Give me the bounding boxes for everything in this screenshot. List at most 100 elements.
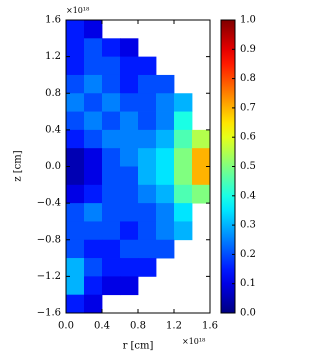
heat-cell — [192, 129, 211, 149]
heat-cell — [156, 166, 175, 186]
y-tick-label: −0.8 — [37, 234, 61, 245]
heat-cell — [120, 166, 139, 186]
heat-cell — [84, 203, 103, 222]
heat-cell — [120, 221, 139, 241]
heat-cell — [120, 258, 139, 277]
heat-cell — [84, 56, 103, 76]
heat-cell — [120, 93, 139, 112]
colorbar-tick-label: 0.4 — [240, 190, 256, 201]
colorbar-tick-label: 0.3 — [240, 220, 256, 231]
y-tick-label: 1.2 — [45, 51, 61, 62]
heat-cell — [102, 129, 121, 149]
heat-cell — [174, 203, 193, 222]
heat-cell — [66, 111, 85, 131]
y-tick-label: 0.4 — [45, 124, 61, 135]
heat-cell — [138, 184, 157, 204]
x-tick-label: 0.8 — [130, 321, 146, 332]
heat-cell — [84, 129, 103, 149]
heat-cell — [138, 74, 157, 94]
heat-cell — [156, 129, 175, 149]
heat-cell — [84, 93, 103, 112]
heat-cell — [102, 184, 121, 204]
heat-cell — [156, 239, 175, 259]
heat-cell — [102, 74, 121, 94]
heat-cell — [120, 129, 139, 149]
heat-cell — [84, 239, 103, 259]
chart: ×10¹⁸ ×10¹⁸ r [cm] z [cm] 0.0 0.4 0.8 1.2 1.… — [13, 6, 256, 352]
y-tick-label: −1.2 — [37, 271, 61, 282]
heat-cell — [66, 294, 85, 314]
heat-cell — [138, 148, 157, 167]
heat-cell — [66, 276, 85, 296]
heat-cell — [138, 258, 157, 277]
heat-cell — [138, 111, 157, 131]
heat-cell — [84, 184, 103, 204]
heat-cell — [174, 129, 193, 149]
heat-cell — [102, 239, 121, 259]
heat-cell — [120, 184, 139, 204]
heat-cell — [192, 166, 211, 186]
colorbar-tick-label: 0.9 — [240, 44, 256, 55]
heat-cell — [192, 148, 211, 167]
heat-cell — [174, 111, 193, 131]
colorbar-tick-label: 0.5 — [240, 161, 256, 172]
heat-cell — [156, 74, 175, 94]
heat-cell — [84, 38, 103, 58]
heat-cell — [120, 148, 139, 167]
heat-cell — [66, 221, 85, 241]
heat-cell — [84, 166, 103, 186]
x-offset-label: ×10¹⁸ — [66, 6, 89, 15]
heat-cell — [66, 148, 85, 167]
heat-cell — [66, 56, 85, 76]
heat-cell — [66, 20, 85, 39]
heat-cell — [120, 56, 139, 76]
heat-cell — [156, 111, 175, 131]
heat-cell — [84, 221, 103, 241]
colorbar-tick-label: 0.0 — [240, 308, 256, 319]
colorbar-tick-label: 0.8 — [240, 73, 256, 84]
x-tick-label: 0.0 — [58, 321, 74, 332]
heat-cell — [102, 166, 121, 186]
x-tick-label: 1.2 — [166, 321, 182, 332]
colorbar-tick-label: 0.1 — [240, 278, 256, 289]
heat-cell — [156, 221, 175, 241]
heat-cell — [174, 221, 193, 241]
heat-cell — [156, 184, 175, 204]
x-offset-label: ×10¹⁸ — [182, 337, 205, 346]
heat-cell — [192, 184, 211, 204]
heat-cell — [102, 93, 121, 112]
heat-cell — [66, 203, 85, 222]
y-tick-label: 1.6 — [45, 15, 61, 26]
heat-cell — [102, 111, 121, 131]
y-tick-label: −1.6 — [37, 308, 61, 319]
heat-cell — [84, 74, 103, 94]
heat-cell — [138, 56, 157, 76]
heat-cell — [102, 38, 121, 58]
heat-cell — [102, 56, 121, 76]
heat-cell — [102, 276, 121, 296]
heat-cell — [84, 276, 103, 296]
heat-cell — [138, 129, 157, 149]
heat-cell — [120, 111, 139, 131]
heat-cell — [66, 129, 85, 149]
heat-cell — [102, 258, 121, 277]
x-tick-label: 1.6 — [202, 321, 218, 332]
colorbar-tick-label: 0.7 — [240, 102, 256, 113]
heat-cell — [138, 93, 157, 112]
heat-cell — [156, 148, 175, 167]
heat-cell — [174, 93, 193, 112]
heat-cell — [120, 38, 139, 58]
heat-cell — [102, 221, 121, 241]
heat-cell — [84, 294, 103, 314]
heat-cell — [66, 166, 85, 186]
y-tick-label: −0.4 — [37, 198, 61, 209]
heat-cell — [156, 203, 175, 222]
heat-cell — [66, 38, 85, 58]
heat-cell — [84, 148, 103, 167]
colorbar-tick-label: 1.0 — [240, 15, 256, 26]
y-tick-label: 0.8 — [45, 88, 61, 99]
heat-cell — [84, 258, 103, 277]
heat-cell — [120, 74, 139, 94]
heat-cell — [138, 166, 157, 186]
heat-cell — [66, 258, 85, 277]
